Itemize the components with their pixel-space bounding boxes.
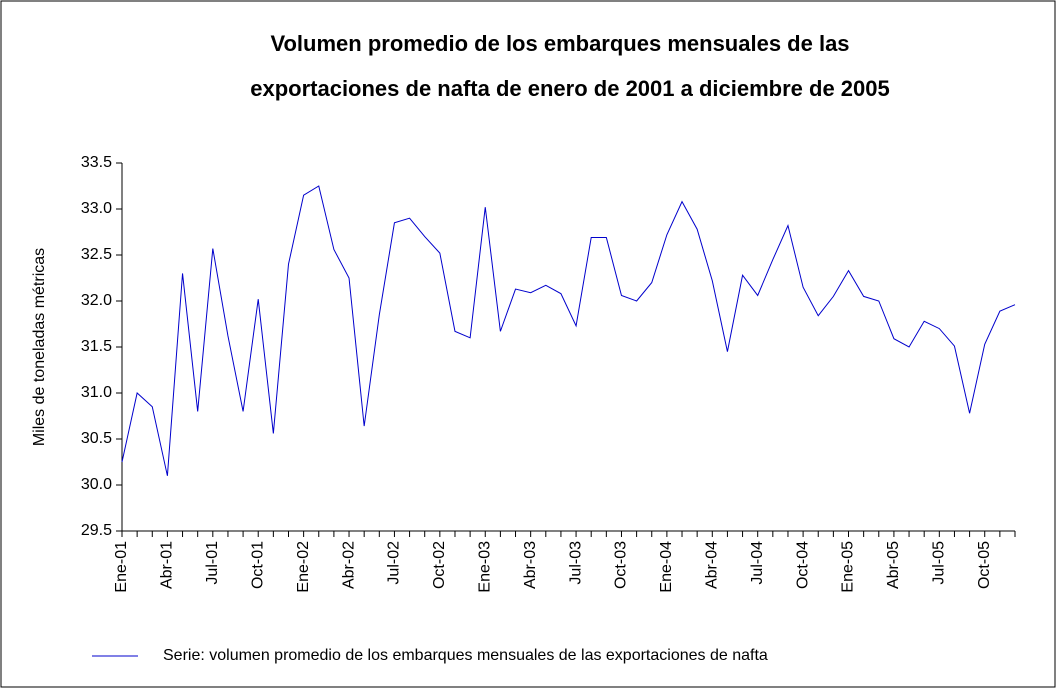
x-tick-label: Oct-03 [613,541,630,589]
x-tick-label: Jul-02 [386,541,403,585]
x-tick-label: Ene-05 [840,541,857,593]
y-tick-label: 33.5 [81,154,112,171]
x-tick-label: Jul-01 [204,541,221,585]
x-tick-label: Jul-03 [567,541,584,585]
y-tick-label: 29.5 [81,522,112,539]
x-tick-label: Oct-01 [249,541,266,589]
x-tick-label: Ene-01 [113,541,130,593]
x-tick-label: Jul-05 [931,541,948,585]
y-tick-label: 31.5 [81,338,112,355]
x-tick-label: Abr-02 [340,541,357,589]
x-tick-label: Ene-03 [476,541,493,593]
series-line [121,185,1016,476]
x-tick-label: Ene-02 [295,541,312,593]
y-tick-label: 33.0 [81,200,112,217]
chart-title: exportaciones de nafta de enero de 2001 … [250,76,890,101]
y-tick-label: 30.5 [81,430,112,447]
x-tick-label: Oct-02 [431,541,448,589]
x-tick-label: Abr-01 [159,541,176,589]
y-tick-label: 32.5 [81,246,112,263]
x-tick-label: Oct-04 [794,541,811,589]
x-tick-label: Oct-05 [976,541,993,589]
y-tick-label: 30.0 [81,476,112,493]
y-tick-label: 32.0 [81,292,112,309]
x-tick-label: Abr-04 [704,541,721,589]
y-tick-label: 31.0 [81,384,112,401]
chart-title: Volumen promedio de los embarques mensua… [270,31,849,56]
legend-label: Serie: volumen promedio de los embarques… [163,647,768,664]
x-tick-label: Jul-04 [749,541,766,585]
x-tick-label: Abr-03 [522,541,539,589]
x-tick-label: Ene-04 [658,541,675,593]
x-tick-label: Abr-05 [885,541,902,589]
y-axis-label: Miles de toneladas métricas [31,248,48,446]
